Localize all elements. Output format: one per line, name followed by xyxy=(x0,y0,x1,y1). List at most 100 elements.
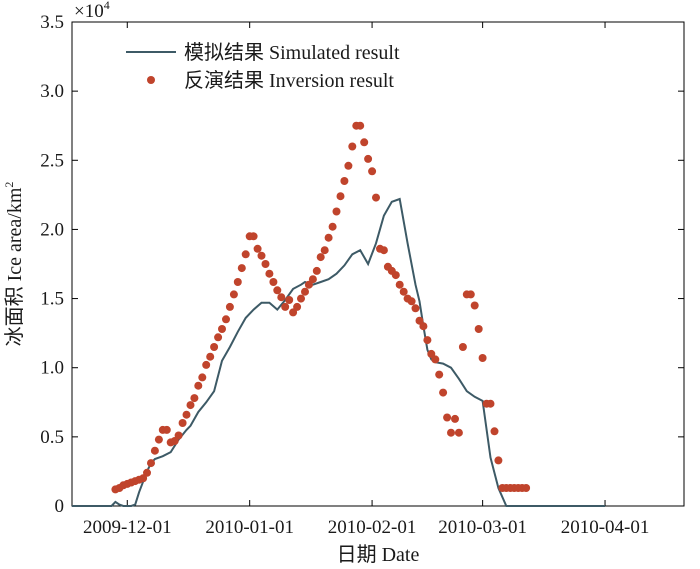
data-point-inversion xyxy=(320,246,329,255)
data-point-inversion xyxy=(277,293,286,302)
data-point-inversion xyxy=(285,296,294,304)
data-point-inversion xyxy=(301,287,309,296)
data-point-inversion xyxy=(182,410,191,419)
data-point-inversion xyxy=(336,192,345,201)
data-point-inversion xyxy=(522,484,531,492)
data-point-inversion xyxy=(186,401,195,410)
x-tick-label: 2009-12-01 xyxy=(83,517,172,538)
data-point-inversion xyxy=(257,251,266,260)
data-point-inversion xyxy=(486,399,495,408)
data-point-inversion xyxy=(328,222,337,231)
data-point-inversion xyxy=(451,414,459,423)
data-point-inversion xyxy=(399,287,408,296)
data-point-inversion xyxy=(150,446,159,455)
data-point-inversion xyxy=(265,269,274,278)
y-multiplier-exponent: 4 xyxy=(104,0,110,12)
series-line-simulated xyxy=(72,197,605,507)
data-point-inversion xyxy=(423,336,432,345)
data-point-inversion xyxy=(174,431,183,440)
data-point-inversion xyxy=(143,468,151,477)
data-point-inversion xyxy=(218,325,226,333)
data-point-inversion xyxy=(237,264,246,273)
data-point-inversion xyxy=(360,138,369,147)
data-point-inversion xyxy=(316,253,325,262)
y-tick-label: 0.5 xyxy=(40,427,64,448)
data-point-inversion xyxy=(233,278,242,286)
data-point-inversion xyxy=(494,456,503,465)
data-point-inversion xyxy=(222,315,230,324)
data-point-inversion xyxy=(395,280,404,289)
y-axis-title-superscript: 2 xyxy=(2,182,16,188)
y-tick-label: 3.0 xyxy=(40,81,64,102)
data-point-inversion xyxy=(297,294,305,303)
y-tick-label: 0 xyxy=(55,496,65,517)
data-point-inversion xyxy=(478,354,487,362)
data-point-inversion xyxy=(435,370,444,379)
data-point-inversion xyxy=(281,302,290,311)
data-point-inversion xyxy=(289,308,298,317)
data-point-inversion xyxy=(427,349,436,358)
y-tick-label: 3.5 xyxy=(40,12,64,33)
data-point-inversion xyxy=(154,435,163,444)
data-point-inversion xyxy=(407,297,416,306)
x-tick-label: 2010-03-01 xyxy=(438,517,527,538)
data-point-inversion xyxy=(249,232,258,241)
data-point-inversion xyxy=(225,302,234,311)
data-point-inversion xyxy=(206,352,215,361)
data-point-inversion xyxy=(439,388,448,397)
data-point-inversion xyxy=(312,266,321,275)
x-tick-label: 2010-02-01 xyxy=(328,517,417,538)
data-point-inversion xyxy=(241,250,250,259)
data-point-inversion xyxy=(470,301,479,310)
data-point-inversion xyxy=(466,290,475,299)
data-point-inversion xyxy=(198,373,207,382)
data-point-inversion xyxy=(214,333,223,342)
y-tick-label: 1.0 xyxy=(40,358,64,379)
data-point-inversion xyxy=(364,154,373,163)
data-point-inversion xyxy=(304,280,313,289)
y-tick-label: 2.0 xyxy=(40,219,64,240)
data-point-inversion xyxy=(229,290,238,299)
x-axis-title: 日期 Date xyxy=(337,544,420,566)
data-point-inversion xyxy=(379,246,388,255)
plot-frame xyxy=(71,21,685,507)
x-tick-label: 2010-01-01 xyxy=(205,517,294,538)
data-point-inversion xyxy=(431,355,440,364)
data-point-inversion xyxy=(340,177,349,185)
data-point-inversion xyxy=(391,271,400,280)
x-axis-ticks: 2009-12-01 2010-01-01 2010-02-01 2010-03-01… xyxy=(83,22,649,538)
y-tick-label: 2.5 xyxy=(40,150,64,171)
data-point-inversion xyxy=(194,381,203,390)
y-multiplier: ×104 xyxy=(74,0,110,22)
data-point-inversion xyxy=(178,419,187,427)
data-point-inversion xyxy=(210,343,219,351)
data-point-inversion xyxy=(253,244,262,253)
data-point-inversion xyxy=(261,260,270,268)
data-point-inversion xyxy=(324,233,333,242)
data-point-inversion xyxy=(458,343,467,351)
legend-label-inversion: 反演结果 Inversion result xyxy=(184,69,394,92)
legend-label-simulated: 模拟结果 Simulated result xyxy=(184,41,400,64)
data-point-inversion xyxy=(308,275,317,284)
legend: 模拟结果 Simulated result 反演结果 Inversion res… xyxy=(126,41,400,92)
legend-marker-inversion xyxy=(147,76,155,84)
data-point-inversion xyxy=(454,428,463,437)
data-point-inversion xyxy=(368,167,377,176)
y-axis-title: 冰面积 Ice area/km2 xyxy=(2,182,26,347)
data-point-inversion xyxy=(293,302,302,311)
data-point-inversion xyxy=(147,459,155,468)
series-layer xyxy=(72,121,605,507)
data-point-inversion xyxy=(348,142,357,151)
data-point-inversion xyxy=(443,413,452,422)
data-point-inversion xyxy=(190,394,199,403)
y-tick-label: 1.5 xyxy=(40,289,64,310)
data-point-inversion xyxy=(162,425,171,434)
data-point-inversion xyxy=(474,325,483,333)
data-point-inversion xyxy=(332,207,341,216)
data-point-inversion xyxy=(202,360,211,369)
data-point-inversion xyxy=(490,427,499,436)
data-point-inversion xyxy=(273,286,282,295)
data-point-inversion xyxy=(411,304,420,313)
x-tick-label: 2010-04-01 xyxy=(561,517,650,538)
